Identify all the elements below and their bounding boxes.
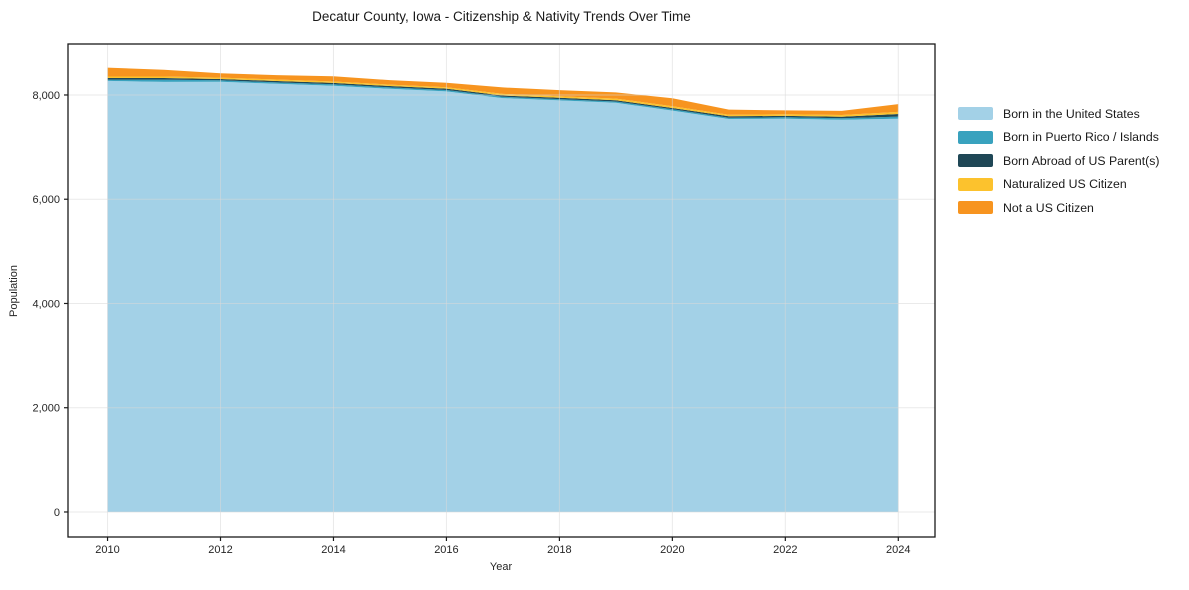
x-tick-label: 2012 — [208, 544, 232, 556]
x-axis-label: Year — [489, 561, 513, 573]
y-tick-label: 8,000 — [32, 90, 60, 102]
y-tick-label: 0 — [54, 507, 60, 519]
x-tick-label: 2010 — [95, 544, 119, 556]
chart-title: Decatur County, Iowa - Citizenship & Nat… — [312, 9, 691, 24]
y-tick-label: 2,000 — [32, 403, 60, 415]
legend-swatch-icon — [958, 177, 993, 191]
legend-item-0: Born in the United States — [958, 102, 1160, 126]
legend-item-4: Not a US Citizen — [958, 196, 1160, 220]
legend: Born in the United States Born in Puerto … — [958, 102, 1160, 220]
legend-label: Born Abroad of US Parent(s) — [1003, 153, 1160, 168]
x-tick-label: 2016 — [434, 544, 458, 556]
legend-swatch-icon — [958, 154, 993, 168]
x-tick-label: 2018 — [547, 544, 571, 556]
area-series-0 — [107, 80, 899, 513]
legend-item-2: Born Abroad of US Parent(s) — [958, 149, 1160, 173]
y-tick-label: 4,000 — [32, 298, 60, 310]
legend-swatch-icon — [958, 201, 993, 215]
y-tick-label: 6,000 — [32, 194, 60, 206]
area-series-4 — [107, 67, 899, 115]
legend-label: Born in Puerto Rico / Islands — [1003, 130, 1159, 145]
legend-item-1: Born in Puerto Rico / Islands — [958, 126, 1160, 150]
x-tick-label: 2022 — [773, 544, 797, 556]
legend-label: Born in the United States — [1003, 106, 1140, 121]
legend-swatch-icon — [958, 130, 993, 144]
x-tick-label: 2014 — [321, 544, 345, 556]
x-tick-label: 2020 — [660, 544, 684, 556]
legend-label: Naturalized US Citizen — [1003, 177, 1127, 192]
y-axis-label: Population — [8, 265, 20, 317]
x-tick-label: 2024 — [886, 544, 910, 556]
legend-item-3: Naturalized US Citizen — [958, 173, 1160, 197]
legend-label: Not a US Citizen — [1003, 200, 1094, 215]
legend-swatch-icon — [958, 107, 993, 121]
